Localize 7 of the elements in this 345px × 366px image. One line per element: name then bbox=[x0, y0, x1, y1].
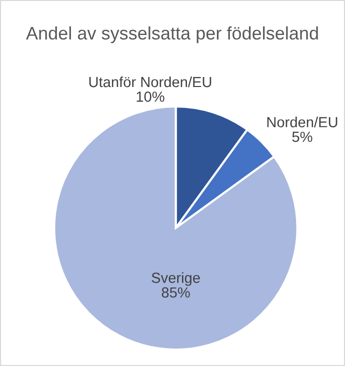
chart-title: Andel av sysselsatta per födelseland bbox=[26, 26, 318, 44]
slice-label: Utanför Norden/EU bbox=[89, 76, 212, 88]
slice-label: Sverige bbox=[152, 272, 200, 286]
slice-label: Norden/EU bbox=[267, 116, 338, 128]
data-label: 5% bbox=[292, 132, 312, 142]
data-label: 85% bbox=[162, 287, 190, 298]
data-label: 10% bbox=[136, 92, 164, 102]
